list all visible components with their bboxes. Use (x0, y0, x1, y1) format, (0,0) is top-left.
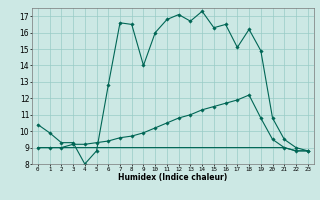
X-axis label: Humidex (Indice chaleur): Humidex (Indice chaleur) (118, 173, 228, 182)
